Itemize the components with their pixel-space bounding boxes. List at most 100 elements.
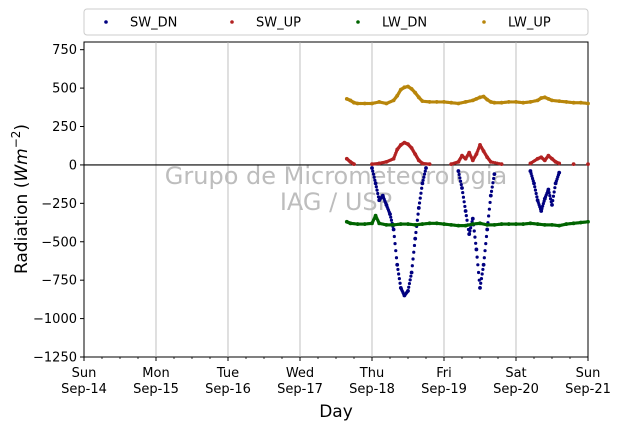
data-point xyxy=(492,172,497,177)
data-point-fill xyxy=(541,204,545,208)
data-point xyxy=(586,162,590,167)
plot-frame xyxy=(83,41,589,358)
data-point-fill xyxy=(372,175,376,179)
series-sw-up xyxy=(344,140,590,167)
data-point-fill xyxy=(461,195,466,199)
data-point-fill xyxy=(376,191,380,196)
data-point xyxy=(488,193,493,198)
data-point-fill xyxy=(551,198,555,203)
data-point xyxy=(460,186,464,190)
data-point-fill xyxy=(483,249,487,253)
data-point-fill xyxy=(551,194,556,198)
legend-marker xyxy=(104,20,108,24)
data-point-fill xyxy=(488,200,492,205)
data-point-fill xyxy=(490,185,494,189)
data-point-fill xyxy=(375,188,379,192)
data-point-fill xyxy=(469,226,473,230)
data-point-fill xyxy=(398,281,402,285)
y-tick-label: −1000 xyxy=(33,312,77,327)
data-point xyxy=(391,227,396,232)
data-point-fill xyxy=(458,179,463,183)
data-point xyxy=(586,101,590,106)
data-point-fill xyxy=(465,218,469,222)
data-point-fill xyxy=(484,234,489,239)
data-point-fill xyxy=(414,230,418,235)
data-point-fill xyxy=(417,201,422,205)
data-point-fill xyxy=(407,285,411,289)
data-point-fill xyxy=(416,212,420,216)
legend: SW_DN SW_UP LW_DN LW_UP xyxy=(83,8,589,36)
data-point-fill xyxy=(411,257,415,261)
data-point-fill xyxy=(553,186,557,190)
data-points xyxy=(344,84,590,298)
data-point-fill xyxy=(459,182,463,187)
y-tick-label: −250 xyxy=(41,197,77,212)
data-point-fill xyxy=(474,241,478,245)
data-point xyxy=(532,181,536,186)
y-tick-label: 0 xyxy=(69,158,77,173)
y-tick-label: −500 xyxy=(41,235,77,250)
data-point xyxy=(557,161,562,166)
data-point xyxy=(456,169,461,173)
data-point-fill xyxy=(462,200,466,204)
data-point-fill xyxy=(476,270,481,275)
legend-frame xyxy=(83,8,589,36)
data-point-fill xyxy=(461,190,465,195)
data-point xyxy=(409,270,414,275)
data-point-fill xyxy=(464,214,468,218)
data-point xyxy=(463,209,468,213)
data-point-fill xyxy=(407,281,412,286)
x-tick-day-label: Mon xyxy=(142,366,169,381)
data-point-fill xyxy=(552,190,556,194)
data-point-fill xyxy=(476,263,480,267)
data-point-fill xyxy=(479,281,483,285)
data-point-fill xyxy=(419,191,423,195)
x-tick-day-label: Sat xyxy=(505,366,526,381)
data-point-fill xyxy=(418,196,422,200)
y-axis-title-unit: Wm xyxy=(12,148,32,181)
data-point xyxy=(373,181,378,186)
data-point-fill xyxy=(389,218,394,222)
x-tick-day-label: Fri xyxy=(436,366,452,381)
data-point-fill xyxy=(480,272,484,276)
watermark-line-1: Grupo de Micrometeorologia xyxy=(165,162,507,190)
data-point-fill xyxy=(415,218,419,222)
data-point xyxy=(395,262,400,267)
data-point-fill xyxy=(373,178,377,182)
data-point-fill xyxy=(412,250,416,254)
legend-marker xyxy=(482,20,486,24)
data-point-fill xyxy=(548,197,553,201)
x-tick-day-label: Sun xyxy=(576,366,601,381)
data-point-fill xyxy=(475,255,479,259)
plot-area: Grupo de Micrometeorologia IAG / USP xyxy=(83,41,590,358)
data-point-fill xyxy=(533,185,537,189)
data-point xyxy=(586,219,590,224)
y-axis-title-exponent: −2 xyxy=(9,131,23,149)
data-point xyxy=(406,289,410,293)
data-point xyxy=(370,166,374,170)
data-point-fill xyxy=(529,171,533,176)
data-point-fill xyxy=(457,172,461,177)
data-point-fill xyxy=(422,175,426,179)
data-point xyxy=(470,216,475,221)
data-point-fill xyxy=(396,267,400,272)
x-tick-day-label: Wed xyxy=(286,366,314,381)
data-point xyxy=(481,262,486,267)
x-axis-title: Day xyxy=(319,402,353,422)
x-tick-date-label: Sep-15 xyxy=(133,382,179,397)
data-point xyxy=(557,170,562,175)
data-point xyxy=(413,236,418,241)
data-point-fill xyxy=(487,207,491,211)
data-point-fill xyxy=(374,185,378,189)
data-point-fill xyxy=(540,206,544,211)
x-tick-day-label: Tue xyxy=(216,366,239,381)
data-point-fill xyxy=(533,188,538,192)
data-point-fill xyxy=(482,256,486,260)
data-point-fill xyxy=(394,256,399,260)
data-point-fill xyxy=(397,277,401,281)
x-tick-date-label: Sep-19 xyxy=(421,382,467,397)
data-point-fill xyxy=(421,178,425,182)
x-tick-date-label: Sep-17 xyxy=(277,382,323,397)
data-point xyxy=(550,202,554,207)
